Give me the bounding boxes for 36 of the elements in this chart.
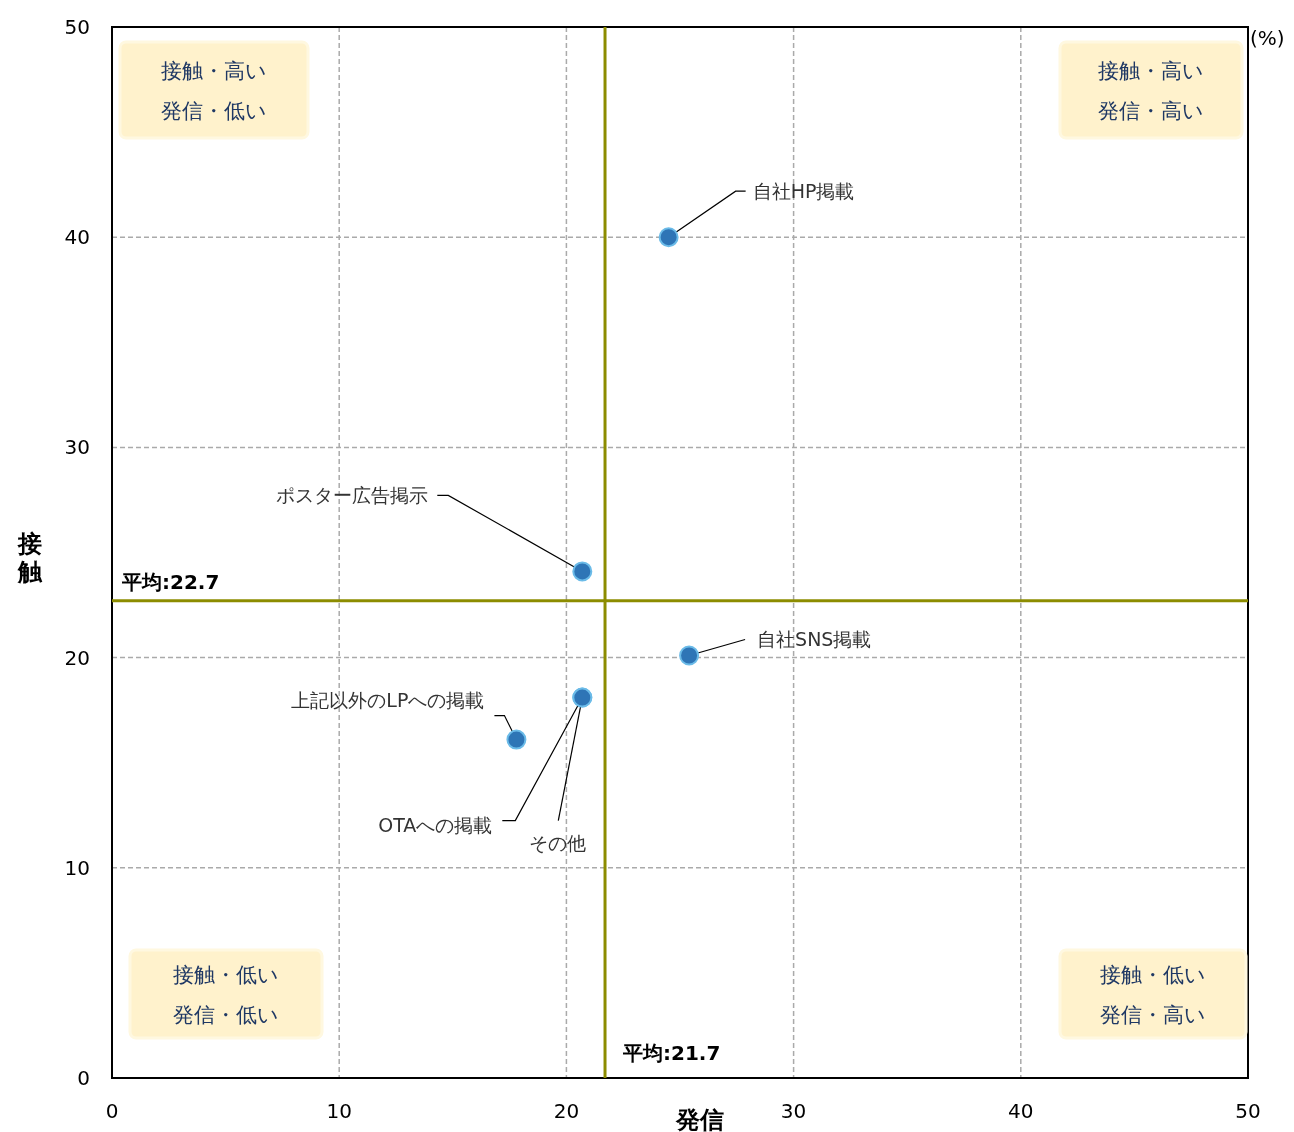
annotation: 自社HP掲載 xyxy=(668,180,855,238)
x-tick-label: 40 xyxy=(1008,1099,1034,1123)
x-tick-label: 0 xyxy=(105,1099,119,1123)
x-tick-label: 10 xyxy=(326,1099,352,1123)
annotation: その他 xyxy=(528,831,586,854)
x-axis-title: 発信 xyxy=(675,1106,724,1132)
annotation: その他 xyxy=(528,696,586,854)
annotation: 自社SNS掲載 xyxy=(757,628,872,651)
y-tick-label: 50 xyxy=(64,15,90,39)
y-tick-label: 20 xyxy=(64,645,90,670)
y-tick-label: 0 xyxy=(77,1066,90,1090)
ref-line-label: 平均:22.7 xyxy=(121,569,220,594)
y-tick-label: 40 xyxy=(64,225,90,250)
ref-line-label: 平均:21.7 xyxy=(622,1041,721,1065)
annotation: ポスター広告掲示 xyxy=(276,484,583,572)
annotation: 接触・低い xyxy=(173,963,279,987)
annotation: 接触・低い xyxy=(1100,963,1206,987)
x-tick-label: 20 xyxy=(553,1099,580,1123)
annotation: 接触・高い xyxy=(161,59,267,83)
annotation: 接触・高い xyxy=(1098,59,1204,83)
annotation: OTAへの掲載 xyxy=(378,813,493,836)
annotation: 自社HP掲載 xyxy=(752,180,855,203)
x-tick-label: 50 xyxy=(1235,1099,1261,1123)
annotation: 上記以外のLPへの掲載 xyxy=(291,688,485,711)
note: 発信・低い xyxy=(173,1003,279,1027)
annotation: ポスター広告掲示 xyxy=(276,484,429,507)
annotation: 自社SNS掲載 xyxy=(688,628,872,657)
x-tick-label: 30 xyxy=(780,1099,807,1123)
note: 発信・低い xyxy=(161,99,267,123)
y-tick-label: 30 xyxy=(64,435,90,460)
annotation: 上記以外のLPへの掲載 xyxy=(291,688,517,741)
y-axis-title: 接触 xyxy=(17,530,43,586)
text: (%) xyxy=(1250,26,1285,50)
note: 発信・高い xyxy=(1100,1003,1206,1027)
y-tick-label: 10 xyxy=(64,855,90,880)
note: 発信・高い xyxy=(1098,99,1204,123)
